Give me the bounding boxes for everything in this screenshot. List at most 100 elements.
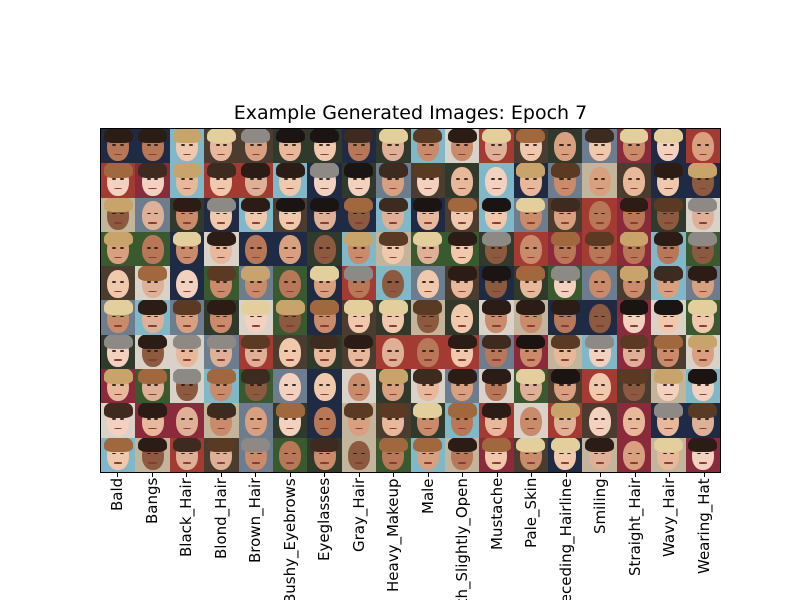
generated-face-image bbox=[685, 334, 720, 370]
eye-shape bbox=[559, 349, 564, 352]
mouth-shape bbox=[698, 153, 707, 156]
eye-shape bbox=[326, 281, 331, 283]
hair-shape bbox=[138, 266, 167, 281]
hair-shape bbox=[206, 437, 236, 453]
generated-face-image bbox=[272, 403, 308, 438]
mouth-shape bbox=[182, 187, 192, 190]
eye-shape bbox=[670, 281, 675, 283]
mouth-shape bbox=[423, 187, 432, 190]
mouth-shape bbox=[182, 222, 192, 224]
eye-shape bbox=[670, 384, 675, 386]
mouth-shape bbox=[286, 256, 295, 258]
eye-shape bbox=[146, 384, 151, 386]
generated-face-image bbox=[651, 163, 686, 198]
generated-face-image bbox=[651, 197, 686, 232]
face-shape bbox=[519, 235, 542, 265]
generated-face-image bbox=[341, 231, 377, 267]
x-tick-label-text: Pale_Skin bbox=[522, 478, 540, 548]
eye-shape bbox=[559, 315, 564, 318]
generated-face-image bbox=[444, 300, 480, 335]
hair-shape bbox=[378, 369, 408, 384]
eye-shape bbox=[696, 246, 702, 249]
hair-shape bbox=[447, 197, 477, 212]
face-shape bbox=[451, 166, 474, 196]
mouth-shape bbox=[595, 325, 604, 327]
hair-shape bbox=[653, 334, 683, 350]
generated-face-image bbox=[341, 163, 377, 198]
mouth-shape bbox=[561, 325, 570, 327]
mouth-shape bbox=[114, 290, 123, 293]
eye-shape bbox=[704, 144, 709, 146]
eye-shape bbox=[635, 246, 640, 249]
generated-face-image bbox=[685, 266, 720, 301]
eye-shape bbox=[181, 452, 186, 455]
eye-shape bbox=[353, 384, 358, 386]
eye-shape bbox=[257, 246, 262, 249]
eye-shape bbox=[696, 349, 702, 352]
generated-face-image bbox=[204, 403, 239, 438]
generated-face-image bbox=[238, 129, 273, 164]
x-tick-label-text: Brown_Hair bbox=[246, 478, 264, 563]
eye-shape bbox=[154, 212, 159, 215]
face-shape bbox=[416, 338, 439, 368]
mouth-shape bbox=[114, 187, 123, 190]
hair-shape bbox=[172, 334, 202, 350]
eye-shape bbox=[181, 315, 186, 318]
eye-shape bbox=[704, 178, 709, 181]
mouth-shape bbox=[251, 187, 260, 190]
generated-face-image bbox=[685, 403, 720, 438]
hair-shape bbox=[241, 437, 271, 453]
eye-shape bbox=[395, 315, 400, 318]
generated-face-image bbox=[169, 231, 205, 267]
generated-face-image bbox=[685, 129, 720, 164]
generated-face-image bbox=[169, 300, 205, 335]
mouth-shape bbox=[320, 290, 329, 293]
generated-face-image bbox=[513, 369, 549, 404]
eye-shape bbox=[215, 349, 220, 352]
mouth-shape bbox=[354, 222, 364, 224]
mouth-shape bbox=[561, 222, 570, 224]
eye-shape bbox=[353, 178, 358, 181]
generated-face-image bbox=[272, 437, 308, 472]
mouth-shape bbox=[389, 393, 398, 396]
mouth-shape bbox=[182, 256, 192, 258]
hair-shape bbox=[103, 197, 133, 212]
hair-shape bbox=[206, 334, 236, 350]
generated-face-image bbox=[582, 437, 617, 472]
generated-face-image bbox=[307, 266, 342, 301]
generated-face-image bbox=[307, 403, 342, 438]
mouth-shape bbox=[251, 256, 260, 258]
eye-shape bbox=[704, 315, 709, 318]
eye-shape bbox=[318, 178, 323, 181]
eye-shape bbox=[215, 315, 220, 318]
eye-shape bbox=[670, 178, 675, 181]
eye-shape bbox=[395, 144, 400, 146]
eye-shape bbox=[490, 246, 495, 249]
eye-shape bbox=[559, 178, 564, 181]
generated-face-image bbox=[341, 300, 377, 335]
generated-face-image bbox=[479, 197, 514, 232]
eye-shape bbox=[490, 281, 495, 283]
generated-face-image bbox=[101, 437, 136, 472]
eye-shape bbox=[291, 212, 296, 215]
eye-shape bbox=[456, 246, 461, 249]
generated-face-image bbox=[548, 129, 583, 164]
eye-shape bbox=[257, 212, 262, 215]
x-tick-label-text: Black_Hair bbox=[177, 478, 195, 557]
eye-shape bbox=[525, 246, 530, 249]
hair-shape bbox=[138, 163, 167, 178]
hair-shape bbox=[172, 129, 202, 144]
eye-shape bbox=[112, 349, 117, 352]
eye-shape bbox=[525, 212, 530, 215]
hair-shape bbox=[585, 231, 615, 247]
eye-shape bbox=[704, 452, 709, 455]
generated-face-image bbox=[548, 437, 583, 472]
eye-shape bbox=[119, 384, 125, 386]
generated-face-image bbox=[479, 129, 514, 164]
mouth-shape bbox=[595, 290, 604, 293]
mouth-shape bbox=[629, 187, 639, 190]
hair-shape bbox=[138, 369, 167, 384]
generated-face-image bbox=[341, 334, 377, 370]
eye-shape bbox=[326, 452, 331, 455]
eye-shape bbox=[154, 281, 159, 283]
